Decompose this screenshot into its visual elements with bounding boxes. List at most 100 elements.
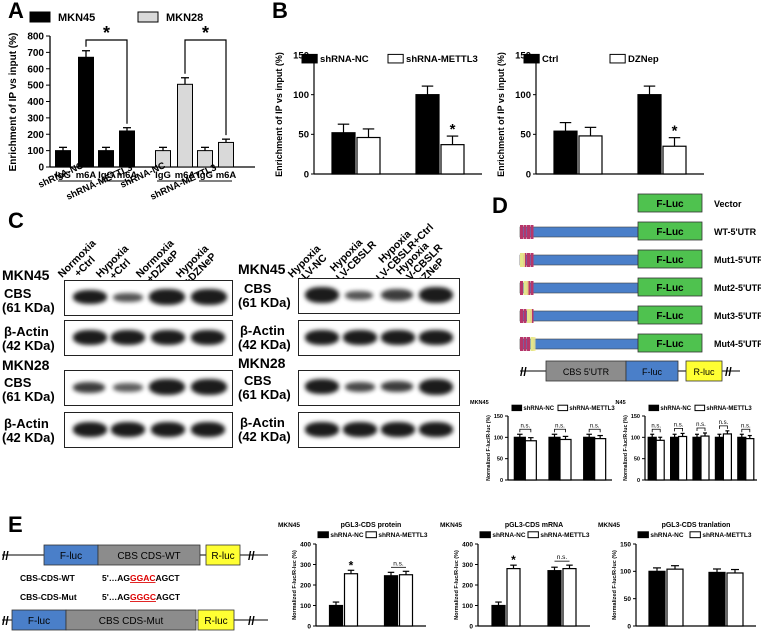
ns-bracket bbox=[588, 428, 601, 433]
svg-text://: // bbox=[2, 614, 9, 628]
legend-label: shRNA-NC bbox=[492, 532, 526, 539]
chart-b-dznep: Ctrl DZNep 0 50 100 150 Enrichment of IP vs in… bbox=[496, 50, 704, 180]
x-tick-label: m6A bbox=[175, 170, 196, 181]
y-tick-label: 600 bbox=[27, 64, 44, 75]
ns-label: n.s. bbox=[674, 422, 684, 428]
y-tick-label: 300 bbox=[462, 562, 473, 569]
ns-bracket bbox=[519, 428, 532, 433]
bar bbox=[745, 438, 755, 481]
panel-label-b: B bbox=[272, 0, 288, 23]
chart-b-shrna: shRNA-NC shRNA-METTL3 0 50 100 150 Enrichment … bbox=[274, 50, 482, 180]
break-mark-left: // bbox=[520, 365, 527, 379]
legend-swatch bbox=[479, 531, 491, 539]
bar bbox=[726, 572, 744, 627]
bar bbox=[714, 436, 725, 481]
legend-swatch bbox=[557, 404, 569, 412]
bar bbox=[594, 438, 607, 481]
rluc-box bbox=[197, 609, 235, 631]
y-tick-label: 800 bbox=[27, 32, 44, 43]
y-axis-label: Enrichment of IP vs input (%) bbox=[8, 33, 19, 172]
y-tick-label: 0 bbox=[500, 478, 503, 484]
y-tick-label: 150 bbox=[631, 414, 640, 420]
cds-mut-box bbox=[65, 609, 197, 631]
legend-label: shRNA-METTL3 bbox=[702, 532, 751, 539]
ns-bracket bbox=[554, 428, 566, 433]
mut-seq-name: CBS-CDS-Mut bbox=[20, 592, 77, 602]
y-axis-label: Normalized F-luc/R-luc (%) bbox=[486, 415, 492, 481]
blot-cbs-mkn28 bbox=[64, 370, 233, 406]
legend-label: shRNA-METTL3 bbox=[378, 532, 427, 539]
y-tick-label: 0 bbox=[38, 163, 44, 174]
bar bbox=[440, 144, 465, 175]
legend-label: shRNA-METTL3 bbox=[569, 406, 615, 412]
legend-label: shRNA-METTL3 bbox=[406, 54, 478, 65]
cell-line-title: MKN45 bbox=[470, 400, 489, 406]
bar bbox=[506, 567, 521, 627]
m6a-site bbox=[527, 337, 530, 351]
fluc-box bbox=[637, 305, 703, 325]
wt-seq: 5'…AGGGACAGCT bbox=[102, 573, 180, 583]
y-tick-label: 0 bbox=[526, 169, 531, 180]
bar bbox=[155, 150, 171, 168]
y-tick-label: 50 bbox=[520, 130, 531, 141]
cell-line-title: MKN45 bbox=[615, 400, 626, 406]
cds-wt-label: CBS CDS-WT bbox=[117, 551, 180, 562]
bar bbox=[78, 56, 94, 168]
actin-label: β-Actin bbox=[4, 324, 49, 339]
y-tick-label: 400 bbox=[300, 541, 311, 548]
significance-star: * bbox=[349, 558, 354, 572]
legend-label: shRNA-NC bbox=[320, 54, 369, 65]
cbs-label: CBS bbox=[244, 373, 272, 388]
reporter-vector-map: // // CBS 5'UTR F-luc R-luc bbox=[520, 360, 740, 382]
panel-label-e: E bbox=[8, 512, 23, 537]
m6a-site bbox=[520, 337, 523, 351]
mut-seq: 5'…AGGGGCAGCT bbox=[102, 592, 181, 602]
x-tick-label: m6A bbox=[76, 170, 97, 181]
y-tick-label: 150 bbox=[620, 541, 631, 548]
cell-line-label: MKN45 bbox=[238, 261, 286, 277]
cbs-kda-label: (61 KDa) bbox=[238, 387, 291, 402]
m6a-site bbox=[530, 253, 534, 267]
actin-kda-label: (42 KDa) bbox=[2, 338, 55, 353]
bar bbox=[55, 150, 71, 168]
m6a-site bbox=[527, 253, 530, 267]
y-tick-label: 200 bbox=[27, 130, 44, 141]
ns-label: n.s. bbox=[520, 423, 530, 429]
cbs-kda-label: (61 KDa) bbox=[2, 300, 55, 315]
y-tick-label: 0 bbox=[304, 169, 309, 180]
bar bbox=[548, 436, 561, 481]
fluc-box bbox=[637, 277, 703, 297]
x-tick-label: m6A bbox=[117, 170, 138, 181]
cell-line-title: MKN45 bbox=[278, 522, 300, 529]
cbs-utr-label: CBS 5'UTR bbox=[563, 367, 610, 377]
cbs-label: CBS bbox=[4, 375, 32, 390]
ns-bracket bbox=[674, 428, 683, 432]
construct-name: Mut2-5'UTR bbox=[714, 283, 761, 293]
m6a-site bbox=[523, 337, 527, 351]
chart-e-mrna: MKN45 pGL3-CDS mRNA shRNA-NC shRNA-METTL3 0 1… bbox=[440, 522, 590, 630]
m6a-site bbox=[520, 225, 523, 239]
m6a-site bbox=[523, 309, 527, 323]
mutation-highlight bbox=[523, 281, 529, 295]
bar bbox=[559, 438, 572, 481]
legend-swatch bbox=[317, 531, 329, 539]
blot-actin-mkn45-right bbox=[298, 320, 460, 356]
y-tick-label: 200 bbox=[300, 582, 311, 589]
blot-actin-mkn28-right bbox=[298, 412, 460, 448]
y-tick-label: 50 bbox=[624, 596, 632, 603]
construct-name: Vector bbox=[714, 199, 742, 209]
fluc-label: F-luc bbox=[642, 367, 662, 377]
ns-label: n.s. bbox=[557, 554, 568, 561]
ns-label: n.s. bbox=[696, 422, 706, 428]
bar bbox=[677, 435, 688, 481]
y-tick-label: 0 bbox=[627, 623, 631, 630]
legend-label: shRNA-NC bbox=[330, 532, 364, 539]
legend-swatch bbox=[511, 404, 523, 412]
bar bbox=[692, 436, 702, 481]
construct-4: F-Luc Mut3-5'UTR bbox=[519, 305, 761, 325]
ns-label: n.s. bbox=[555, 423, 565, 429]
fluc-label: F-Luc bbox=[656, 199, 684, 210]
y-tick-label: 400 bbox=[462, 541, 473, 548]
actin-label: β-Actin bbox=[4, 416, 49, 431]
cell-line-label: MKN28 bbox=[238, 355, 286, 371]
